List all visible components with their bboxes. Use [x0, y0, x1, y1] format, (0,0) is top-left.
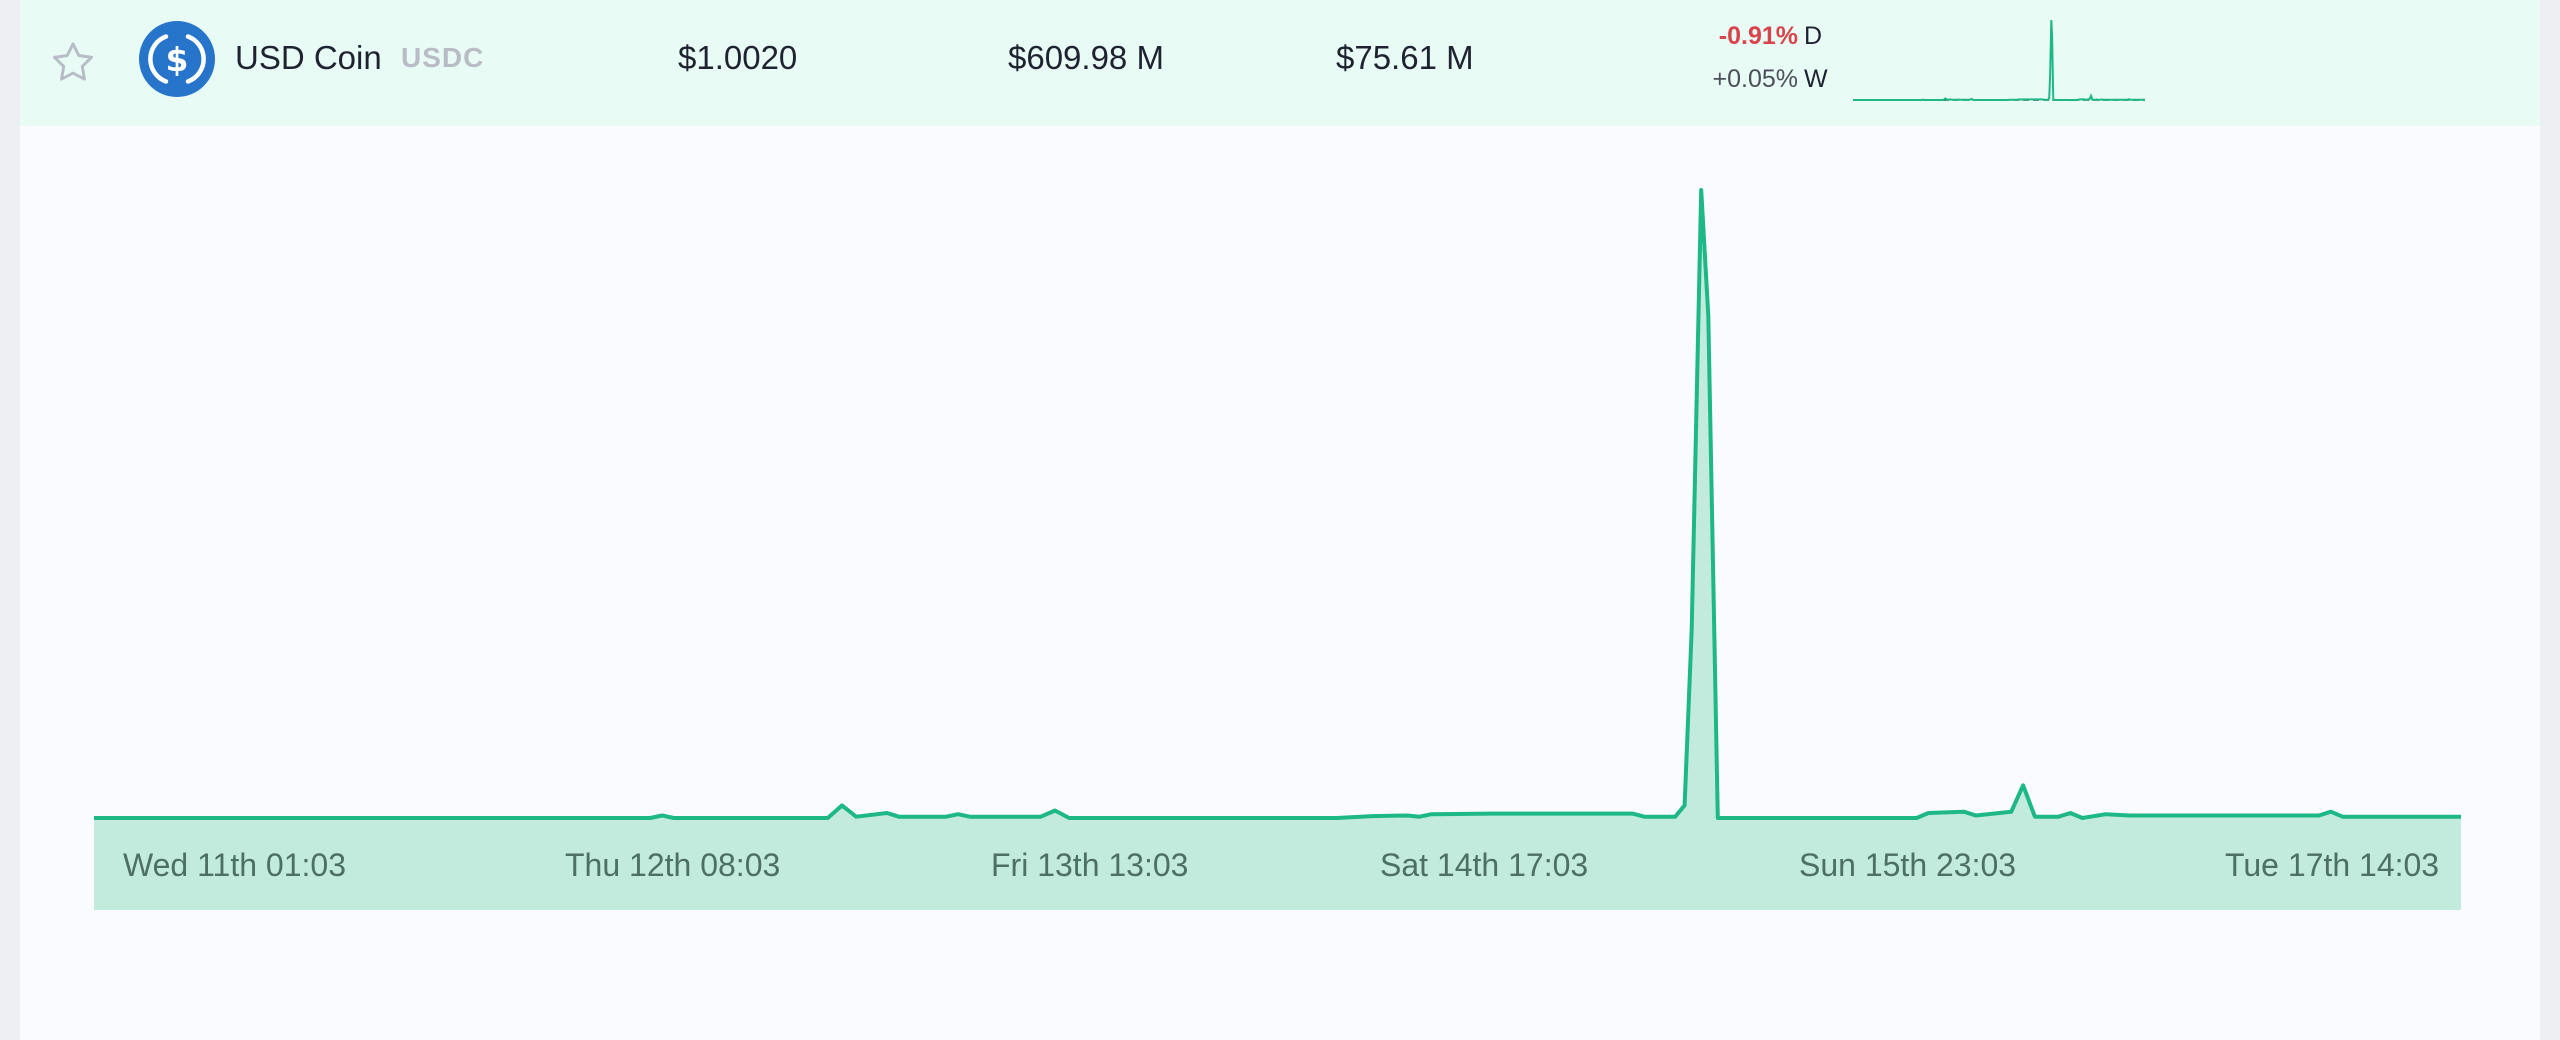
sparkline-chart	[1853, 19, 2145, 102]
coin-row[interactable]: $ USD Coin USDC $1.0020 $609.98 M $75.61…	[20, 0, 2540, 126]
coin-panel: $ USD Coin USDC $1.0020 $609.98 M $75.61…	[20, 0, 2540, 1040]
x-tick-label: Sat 14th 17:03	[1380, 847, 1589, 883]
x-tick-label: Sun 15th 23:03	[1799, 847, 2017, 883]
coin-name[interactable]: USD Coin	[235, 39, 382, 76]
price-line	[94, 188, 2461, 820]
x-axis-band	[94, 818, 2461, 910]
change-week-value: +0.05%	[1712, 65, 1799, 93]
price-chart[interactable]: Wed 11th 01:03 Thu 12th 08:03 Fri 13th 1…	[20, 126, 2540, 1040]
svg-text:$: $	[166, 40, 189, 79]
sparkline-line	[1853, 19, 2145, 102]
coin-volume: $75.61 M	[1336, 39, 1474, 76]
coin-market-cap: $609.98 M	[1008, 39, 1164, 76]
change-day-label: D	[1804, 22, 1823, 50]
change-day-value: -0.91%	[1718, 22, 1798, 50]
x-tick-label: Tue 17th 14:03	[2225, 847, 2440, 883]
price-area-fill	[94, 190, 2461, 818]
coin-symbol: USDC	[401, 42, 485, 73]
coin-price: $1.0020	[678, 39, 798, 76]
price-line-svg	[94, 188, 2461, 820]
x-tick-label: Wed 11th 01:03	[123, 847, 346, 883]
usdc-dollar-circle-icon: $	[139, 21, 215, 97]
x-tick-label: Fri 13th 13:03	[991, 847, 1189, 883]
star-outline-icon[interactable]	[48, 38, 98, 88]
x-tick-label: Thu 12th 08:03	[565, 847, 781, 883]
change-week-label: W	[1804, 65, 1828, 93]
